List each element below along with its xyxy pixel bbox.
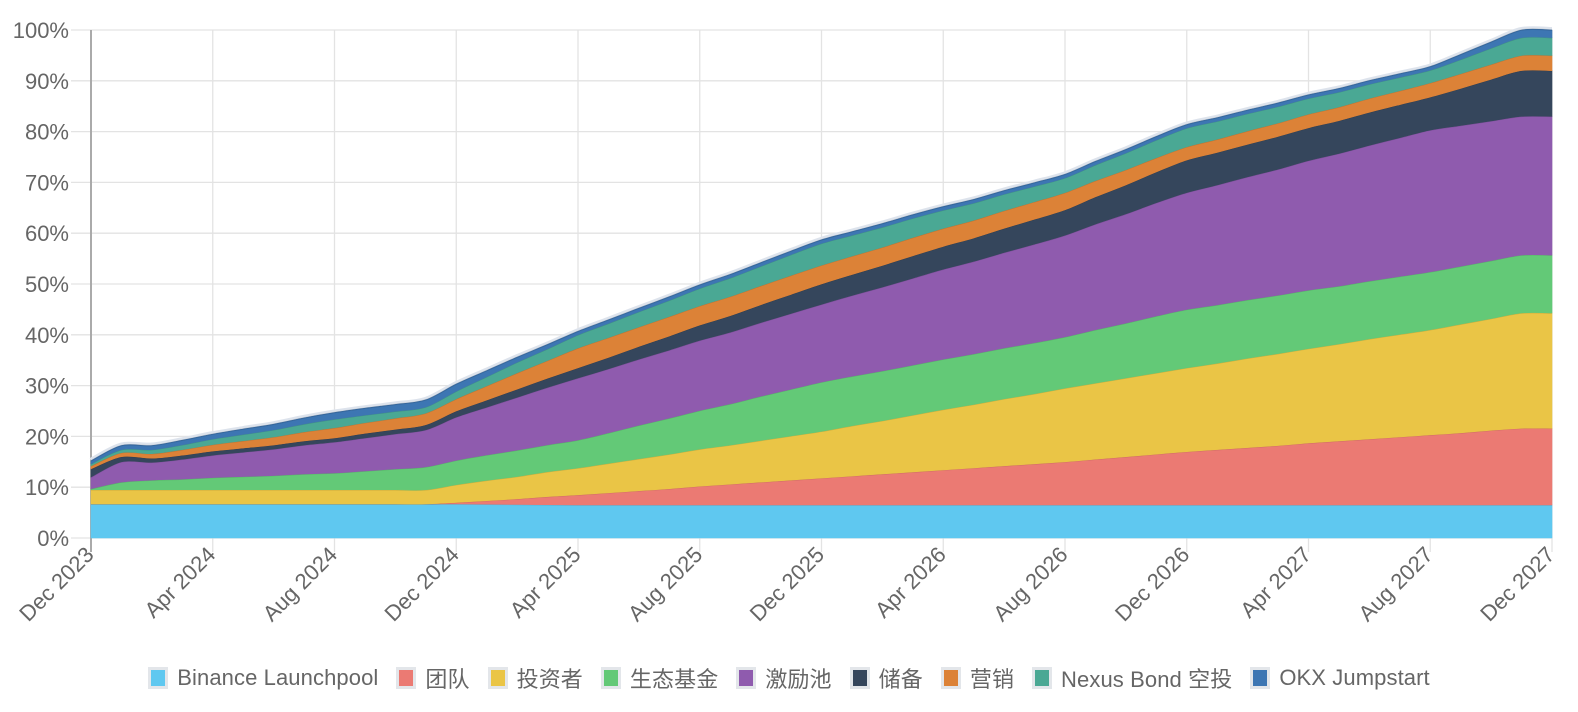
y-tick-label: 50%: [25, 272, 69, 297]
x-tick-label: Apr 2024: [139, 542, 220, 623]
y-tick-label: 10%: [25, 475, 69, 500]
x-tick-label: Apr 2026: [870, 542, 951, 623]
legend-item[interactable]: OKX Jumpstart: [1250, 665, 1430, 691]
area-series-border-8: [90, 28, 1553, 462]
x-tick-label: Apr 2025: [505, 542, 586, 623]
legend-swatch: [396, 667, 417, 689]
legend: Binance Launchpool 团队 投资者 生态基金 激励池 储备 营销 Nexus …: [0, 662, 1578, 694]
legend-label: 投资者: [516, 667, 583, 692]
legend-item[interactable]: Nexus Bond 空投: [1032, 662, 1232, 694]
legend-label: Binance Launchpool: [177, 665, 379, 690]
legend-label: Nexus Bond 空投: [1061, 667, 1233, 692]
legend-label: 储备: [878, 667, 923, 692]
legend-swatch: [940, 667, 961, 689]
area-series-8[interactable]: [90, 28, 1553, 465]
legend-label: 激励池: [765, 667, 832, 692]
y-tick-label: 100%: [13, 18, 69, 43]
y-tick-label: 60%: [25, 221, 69, 246]
legend-label: OKX Jumpstart: [1279, 665, 1430, 690]
legend-label: 营销: [969, 667, 1015, 692]
x-tick-label: Dec 2026: [1110, 542, 1194, 626]
x-tick-label: Dec 2024: [380, 542, 464, 626]
x-tick-label: Aug 2025: [623, 542, 707, 626]
legend-swatch: [148, 667, 169, 689]
legend-swatch: [600, 667, 621, 689]
area-series-group: [89, 26, 1553, 539]
legend-swatch: [1032, 667, 1053, 689]
x-tick-label: Dec 2025: [745, 542, 829, 626]
y-tick-label: 20%: [25, 424, 69, 449]
x-tick-label: Dec 2023: [14, 542, 98, 626]
y-tick-label: 70%: [25, 170, 69, 195]
x-tick-label: Dec 2027: [1475, 542, 1559, 626]
y-tick-label: 0%: [37, 526, 69, 551]
chart-canvas: 0% 10% 20% 30% 40% 50% 60% 70% 80% 90% 100% Dec 202…: [13, 18, 1560, 626]
legend-swatch: [849, 667, 870, 689]
y-tick-label: 80%: [25, 120, 69, 145]
y-tick-label: 90%: [25, 69, 69, 94]
legend-item[interactable]: 激励池: [736, 662, 832, 694]
legend-item[interactable]: Binance Launchpool: [148, 665, 378, 691]
x-tick-label: Aug 2027: [1353, 542, 1437, 626]
legend-label: 生态基金: [629, 667, 719, 692]
legend-item[interactable]: 生态基金: [600, 662, 719, 694]
x-tick-label: Aug 2024: [258, 542, 342, 626]
x-tick-label: Aug 2026: [988, 542, 1072, 626]
legend-swatch: [487, 667, 508, 689]
legend-item[interactable]: 团队: [396, 662, 470, 694]
legend-item[interactable]: 营销: [940, 662, 1015, 694]
y-tick-label: 30%: [25, 374, 69, 399]
area-series-0[interactable]: [90, 503, 1553, 539]
y-tick-label: 40%: [25, 323, 69, 348]
legend-label: 团队: [425, 667, 470, 692]
x-tick-label: Apr 2027: [1235, 542, 1316, 623]
legend-item[interactable]: 储备: [849, 662, 923, 694]
legend-swatch: [736, 667, 757, 689]
legend-item[interactable]: 投资者: [487, 662, 583, 694]
legend-swatch: [1250, 667, 1271, 689]
